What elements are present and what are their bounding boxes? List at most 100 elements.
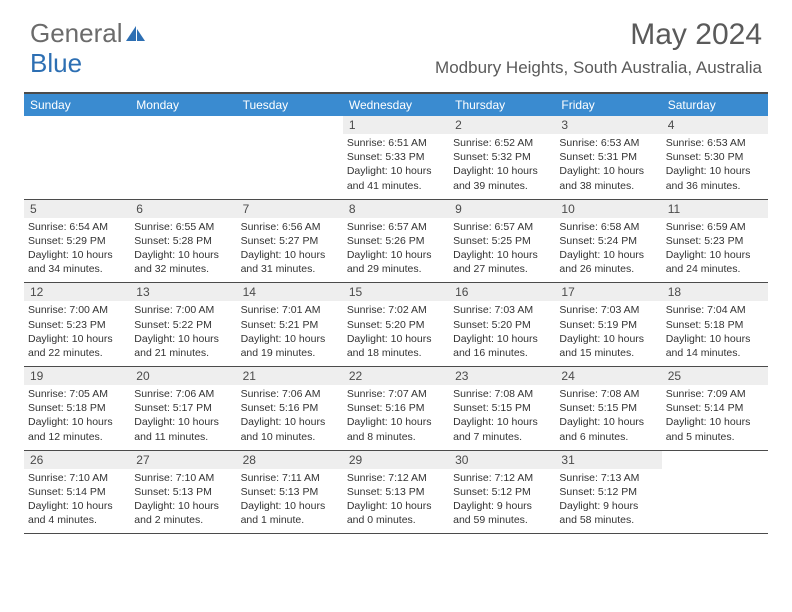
calendar-week: 19Sunrise: 7:05 AMSunset: 5:18 PMDayligh… <box>24 367 768 451</box>
sunrise-text: Sunrise: 6:56 AM <box>241 220 339 234</box>
sunset-text: Sunset: 5:23 PM <box>666 234 764 248</box>
sunset-text: Sunset: 5:29 PM <box>28 234 126 248</box>
calendar-cell: 27Sunrise: 7:10 AMSunset: 5:13 PMDayligh… <box>130 451 236 534</box>
day-number: 19 <box>24 367 130 385</box>
daylight-text: Daylight: 10 hours and 22 minutes. <box>28 332 126 360</box>
sunrise-text: Sunrise: 7:02 AM <box>347 303 445 317</box>
calendar: SundayMondayTuesdayWednesdayThursdayFrid… <box>24 92 768 534</box>
sunrise-text: Sunrise: 7:01 AM <box>241 303 339 317</box>
calendar-cell <box>237 116 343 199</box>
sunset-text: Sunset: 5:13 PM <box>347 485 445 499</box>
sunrise-text: Sunrise: 7:05 AM <box>28 387 126 401</box>
daylight-text: Daylight: 10 hours and 4 minutes. <box>28 499 126 527</box>
sunset-text: Sunset: 5:14 PM <box>28 485 126 499</box>
day-info: Sunrise: 6:53 AMSunset: 5:31 PMDaylight:… <box>559 136 657 193</box>
daylight-text: Daylight: 10 hours and 19 minutes. <box>241 332 339 360</box>
sunset-text: Sunset: 5:30 PM <box>666 150 764 164</box>
sunrise-text: Sunrise: 6:57 AM <box>453 220 551 234</box>
calendar-cell: 12Sunrise: 7:00 AMSunset: 5:23 PMDayligh… <box>24 283 130 366</box>
sunset-text: Sunset: 5:15 PM <box>453 401 551 415</box>
day-info: Sunrise: 7:03 AMSunset: 5:19 PMDaylight:… <box>559 303 657 360</box>
day-number: 23 <box>449 367 555 385</box>
day-number: 26 <box>24 451 130 469</box>
day-info: Sunrise: 6:51 AMSunset: 5:33 PMDaylight:… <box>347 136 445 193</box>
sunrise-text: Sunrise: 7:00 AM <box>28 303 126 317</box>
sunrise-text: Sunrise: 7:03 AM <box>453 303 551 317</box>
day-info: Sunrise: 7:03 AMSunset: 5:20 PMDaylight:… <box>453 303 551 360</box>
day-info: Sunrise: 7:06 AMSunset: 5:16 PMDaylight:… <box>241 387 339 444</box>
daylight-text: Daylight: 10 hours and 27 minutes. <box>453 248 551 276</box>
calendar-cell: 3Sunrise: 6:53 AMSunset: 5:31 PMDaylight… <box>555 116 661 199</box>
location-subtitle: Modbury Heights, South Australia, Austra… <box>435 58 762 78</box>
day-header: Sunday <box>24 94 130 116</box>
sunrise-text: Sunrise: 6:59 AM <box>666 220 764 234</box>
daylight-text: Daylight: 10 hours and 31 minutes. <box>241 248 339 276</box>
day-info: Sunrise: 7:12 AMSunset: 5:13 PMDaylight:… <box>347 471 445 528</box>
day-info: Sunrise: 6:59 AMSunset: 5:23 PMDaylight:… <box>666 220 764 277</box>
calendar-cell: 22Sunrise: 7:07 AMSunset: 5:16 PMDayligh… <box>343 367 449 450</box>
daylight-text: Daylight: 10 hours and 24 minutes. <box>666 248 764 276</box>
day-number: 17 <box>555 283 661 301</box>
calendar-cell: 24Sunrise: 7:08 AMSunset: 5:15 PMDayligh… <box>555 367 661 450</box>
sunset-text: Sunset: 5:33 PM <box>347 150 445 164</box>
calendar-cell: 13Sunrise: 7:00 AMSunset: 5:22 PMDayligh… <box>130 283 236 366</box>
daylight-text: Daylight: 9 hours and 59 minutes. <box>453 499 551 527</box>
sunrise-text: Sunrise: 6:53 AM <box>666 136 764 150</box>
day-number: 29 <box>343 451 449 469</box>
day-number: 20 <box>130 367 236 385</box>
daylight-text: Daylight: 10 hours and 26 minutes. <box>559 248 657 276</box>
sunrise-text: Sunrise: 7:11 AM <box>241 471 339 485</box>
calendar-cell: 4Sunrise: 6:53 AMSunset: 5:30 PMDaylight… <box>662 116 768 199</box>
calendar-cell: 25Sunrise: 7:09 AMSunset: 5:14 PMDayligh… <box>662 367 768 450</box>
day-number: 8 <box>343 200 449 218</box>
day-number: 5 <box>24 200 130 218</box>
sunrise-text: Sunrise: 7:07 AM <box>347 387 445 401</box>
calendar-cell: 1Sunrise: 6:51 AMSunset: 5:33 PMDaylight… <box>343 116 449 199</box>
day-number: 28 <box>237 451 343 469</box>
daylight-text: Daylight: 10 hours and 29 minutes. <box>347 248 445 276</box>
sunset-text: Sunset: 5:20 PM <box>453 318 551 332</box>
day-info: Sunrise: 6:57 AMSunset: 5:26 PMDaylight:… <box>347 220 445 277</box>
day-header: Friday <box>555 94 661 116</box>
sunrise-text: Sunrise: 6:55 AM <box>134 220 232 234</box>
calendar-cell: 10Sunrise: 6:58 AMSunset: 5:24 PMDayligh… <box>555 200 661 283</box>
day-number <box>130 116 236 134</box>
page-header: General May 2024 Modbury Heights, South … <box>0 0 792 78</box>
day-number: 18 <box>662 283 768 301</box>
calendar-week: 12Sunrise: 7:00 AMSunset: 5:23 PMDayligh… <box>24 283 768 367</box>
calendar-cell: 16 Sunrise: 7:03 AMSunset: 5:20 PMDayligh… <box>449 283 555 366</box>
day-header: Saturday <box>662 94 768 116</box>
calendar-cell: 23Sunrise: 7:08 AMSunset: 5:15 PMDayligh… <box>449 367 555 450</box>
day-number: 12 <box>24 283 130 301</box>
day-number: 16 <box>449 283 555 301</box>
daylight-text: Daylight: 10 hours and 39 minutes. <box>453 164 551 192</box>
sunrise-text: Sunrise: 7:10 AM <box>134 471 232 485</box>
calendar-week: 5Sunrise: 6:54 AMSunset: 5:29 PMDaylight… <box>24 200 768 284</box>
day-info: Sunrise: 6:56 AMSunset: 5:27 PMDaylight:… <box>241 220 339 277</box>
sunset-text: Sunset: 5:18 PM <box>666 318 764 332</box>
sunset-text: Sunset: 5:17 PM <box>134 401 232 415</box>
calendar-cell <box>130 116 236 199</box>
calendar-week: 26Sunrise: 7:10 AMSunset: 5:14 PMDayligh… <box>24 451 768 535</box>
calendar-cell: 21Sunrise: 7:06 AMSunset: 5:16 PMDayligh… <box>237 367 343 450</box>
sunset-text: Sunset: 5:20 PM <box>347 318 445 332</box>
calendar-week: 1Sunrise: 6:51 AMSunset: 5:33 PMDaylight… <box>24 116 768 200</box>
calendar-cell: 30 Sunrise: 7:12 AMSunset: 5:12 PMDayligh… <box>449 451 555 534</box>
calendar-cell: 8 Sunrise: 6:57 AMSunset: 5:26 PMDaylight… <box>343 200 449 283</box>
calendar-cell: 17 Sunrise: 7:03 AMSunset: 5:19 PMDayligh… <box>555 283 661 366</box>
calendar-cell <box>24 116 130 199</box>
day-info: Sunrise: 7:12 AMSunset: 5:12 PMDaylight:… <box>453 471 551 528</box>
day-header-row: SundayMondayTuesdayWednesdayThursdayFrid… <box>24 94 768 116</box>
sunset-text: Sunset: 5:16 PM <box>347 401 445 415</box>
sunrise-text: Sunrise: 7:04 AM <box>666 303 764 317</box>
calendar-cell: 11Sunrise: 6:59 AMSunset: 5:23 PMDayligh… <box>662 200 768 283</box>
sunrise-text: Sunrise: 7:06 AM <box>134 387 232 401</box>
sunset-text: Sunset: 5:16 PM <box>241 401 339 415</box>
day-info: Sunrise: 7:13 AMSunset: 5:12 PMDaylight:… <box>559 471 657 528</box>
day-number: 30 <box>449 451 555 469</box>
day-info: Sunrise: 6:55 AMSunset: 5:28 PMDaylight:… <box>134 220 232 277</box>
day-info: Sunrise: 6:52 AMSunset: 5:32 PMDaylight:… <box>453 136 551 193</box>
sunrise-text: Sunrise: 7:00 AM <box>134 303 232 317</box>
daylight-text: Daylight: 10 hours and 34 minutes. <box>28 248 126 276</box>
day-header: Wednesday <box>343 94 449 116</box>
